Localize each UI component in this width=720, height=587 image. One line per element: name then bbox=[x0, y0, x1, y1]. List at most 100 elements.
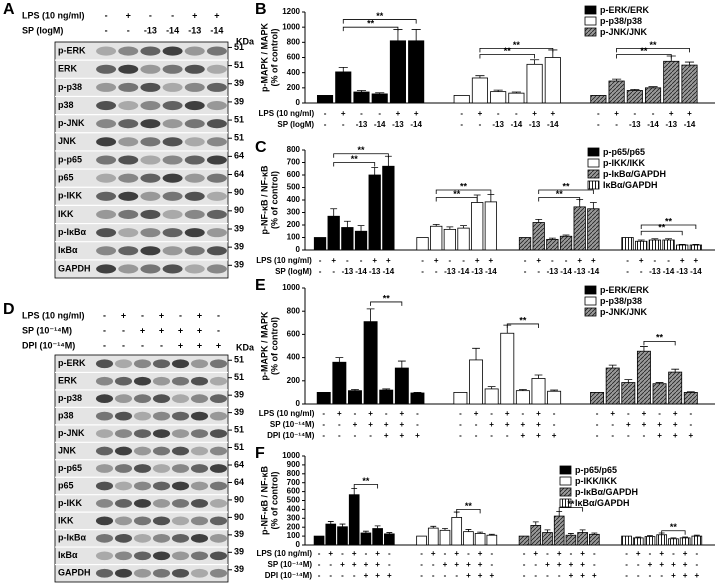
blot-band bbox=[114, 446, 133, 456]
condition-sign: - bbox=[524, 256, 527, 265]
blot-band bbox=[133, 551, 152, 561]
blot-band bbox=[114, 359, 133, 369]
significance-bracket bbox=[558, 507, 584, 512]
significance-label: ** bbox=[358, 145, 366, 155]
bar bbox=[410, 392, 425, 405]
bar bbox=[471, 77, 488, 104]
bar bbox=[451, 517, 463, 546]
condition-sign: - bbox=[160, 340, 163, 350]
error-bar bbox=[640, 346, 648, 352]
condition-label: LPS (10 ng/ml) bbox=[256, 256, 312, 265]
blot-band bbox=[95, 533, 114, 543]
legend-label: p-p65/p65 bbox=[603, 147, 645, 157]
bar bbox=[360, 532, 372, 546]
condition-sign: -13 bbox=[356, 120, 368, 129]
bar bbox=[471, 202, 484, 251]
blot-band bbox=[171, 359, 190, 369]
bar bbox=[453, 391, 468, 405]
error-bar bbox=[477, 531, 484, 534]
condition-sign: + bbox=[521, 420, 526, 429]
error-bar bbox=[487, 193, 495, 202]
condition-sign: -13 bbox=[547, 267, 559, 276]
significance-bracket bbox=[479, 54, 535, 59]
condition-sign: - bbox=[460, 120, 463, 129]
condition-sign: + bbox=[591, 256, 596, 265]
bar bbox=[626, 90, 643, 104]
blot-band bbox=[140, 82, 161, 92]
blot-band bbox=[140, 246, 161, 256]
blot-row-label: p-IκBα bbox=[58, 227, 87, 237]
kda-value: 39 bbox=[234, 529, 244, 539]
condition-sign: - bbox=[319, 256, 322, 265]
error-bar bbox=[397, 360, 406, 369]
significance-bracket bbox=[370, 301, 403, 306]
condition-sign: - bbox=[388, 549, 391, 558]
condition-label: LPS (10 ng/ml) bbox=[256, 549, 312, 558]
error-bar bbox=[648, 86, 658, 88]
blot-band bbox=[95, 359, 114, 369]
bar bbox=[668, 538, 679, 546]
condition-sign: - bbox=[658, 409, 661, 418]
y-axis-label: p-MAPK / MAPK bbox=[259, 23, 269, 92]
condition-sign: + bbox=[341, 109, 346, 118]
blot-band bbox=[114, 516, 133, 526]
condition-sign: - bbox=[341, 549, 344, 558]
blot-band bbox=[171, 411, 190, 421]
error-bar bbox=[330, 208, 338, 217]
error-bar bbox=[655, 382, 664, 384]
significance-label: ** bbox=[367, 19, 375, 29]
blot-band bbox=[114, 533, 133, 543]
kda-value: 64 bbox=[234, 169, 244, 179]
blot-row-label: p65 bbox=[58, 173, 74, 183]
condition-label: SP (logM) bbox=[277, 120, 314, 129]
significance-bracket bbox=[435, 197, 478, 202]
condition-sign: - bbox=[689, 409, 692, 418]
condition-sign: - bbox=[103, 340, 106, 350]
blot-row-label: p38 bbox=[58, 410, 74, 420]
condition-sign: + bbox=[400, 420, 405, 429]
condition-sign: + bbox=[536, 431, 541, 440]
legend-swatch bbox=[584, 296, 597, 306]
error-bar bbox=[374, 525, 381, 529]
bar bbox=[530, 525, 542, 546]
blot-band bbox=[162, 155, 183, 165]
blot-band bbox=[133, 481, 152, 491]
blot-band bbox=[162, 191, 183, 201]
bar bbox=[484, 388, 499, 405]
blot-band bbox=[206, 246, 227, 256]
bar bbox=[676, 244, 689, 251]
condition-sign: + bbox=[648, 560, 653, 569]
y-tick-label: 1000 bbox=[282, 451, 300, 460]
kda-value: 39 bbox=[234, 260, 244, 270]
blot-band bbox=[152, 411, 171, 421]
condition-sign: + bbox=[569, 571, 574, 580]
blot-band bbox=[96, 246, 117, 256]
y-tick-label: 400 bbox=[287, 505, 301, 514]
error-bar bbox=[518, 389, 527, 391]
blot-band bbox=[184, 246, 205, 256]
condition-sign: - bbox=[105, 10, 108, 20]
condition-label: LPS (10 ng/ml) bbox=[22, 310, 85, 320]
blot-band bbox=[171, 551, 190, 561]
legend-swatch bbox=[584, 285, 597, 295]
bar bbox=[348, 390, 362, 405]
blot-band bbox=[95, 551, 114, 561]
blot-band bbox=[96, 137, 117, 147]
condition-sign: - bbox=[626, 267, 629, 276]
error-bar bbox=[693, 534, 700, 537]
condition-sign: + bbox=[140, 325, 145, 335]
condition-sign: - bbox=[565, 256, 568, 265]
kda-value: 51 bbox=[234, 60, 244, 70]
kda-value: 64 bbox=[234, 459, 244, 469]
condition-label: SP (logM) bbox=[275, 267, 312, 276]
blot-band bbox=[190, 464, 209, 473]
condition-sign: + bbox=[478, 109, 483, 118]
y-tick-label: 600 bbox=[287, 487, 301, 496]
condition-sign: - bbox=[378, 109, 381, 118]
bar bbox=[313, 237, 327, 251]
condition-sign: - bbox=[523, 560, 526, 569]
blot-band bbox=[190, 568, 209, 578]
blot-band bbox=[114, 394, 133, 404]
bar bbox=[379, 389, 394, 405]
condition-sign: - bbox=[596, 431, 599, 440]
